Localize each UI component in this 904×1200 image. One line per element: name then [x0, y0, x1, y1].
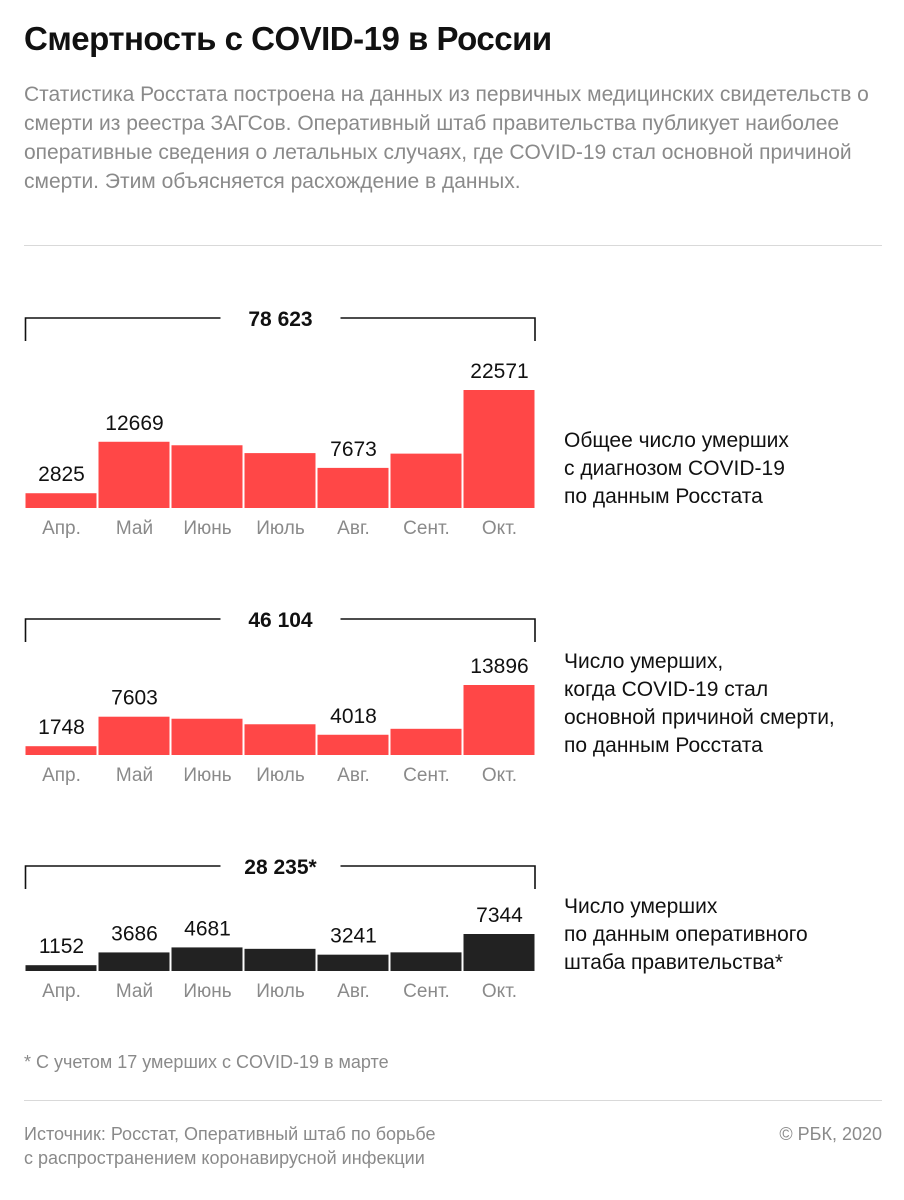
total-bracket	[24, 317, 536, 341]
x-tick-label: Авг.	[337, 765, 370, 786]
total-bracket	[24, 865, 536, 889]
bar-3	[171, 947, 243, 971]
bar-value-label: 3241	[330, 925, 377, 948]
x-tick-label: Июль	[256, 518, 305, 539]
bar-5	[317, 467, 389, 508]
bar-4	[244, 948, 316, 971]
chart-operational-hq-svg: 28 235* 1152 Апр. 3686 Май 4681 Июнь Июль 3241 Ав…	[24, 856, 536, 1002]
chart-rosstat-main-cause-svg: 46 104 1748 Апр. 7603 Май Июнь Июль 4018 Авг. Сен…	[24, 609, 536, 786]
bar-value-label: 2825	[38, 463, 85, 486]
bar-value-label: 4018	[330, 705, 377, 728]
x-tick-label: Сент.	[403, 518, 450, 539]
x-tick-label: Май	[116, 518, 153, 539]
bar-5	[317, 954, 389, 971]
bar-3	[171, 445, 243, 508]
bar-1	[25, 493, 97, 508]
x-tick-label: Авг.	[337, 518, 370, 539]
bar-7	[463, 685, 535, 755]
bar-value-label: 12669	[105, 412, 163, 435]
x-tick-label: Июль	[256, 765, 305, 786]
bar-6	[390, 952, 462, 971]
chart-rosstat-total-svg: 78 623 2825 Апр. 12669 Май Июнь Июль 7673 Авг. Се…	[24, 308, 536, 539]
bar-value-label: 4681	[184, 917, 231, 940]
x-tick-label: Июнь	[183, 518, 231, 539]
chart-rosstat-main-cause-description: Число умерших, когда COVID-19 стал основ…	[564, 650, 835, 757]
x-tick-label: Июль	[256, 981, 305, 1002]
bar-value-label: 7603	[111, 687, 158, 710]
footnote: * С учетом 17 умерших с COVID-19 в марте	[24, 1052, 389, 1072]
x-tick-label: Сент.	[403, 981, 450, 1002]
bar-2	[98, 952, 170, 971]
total-bracket	[24, 618, 536, 642]
x-tick-label: Апр.	[42, 981, 81, 1002]
bar-1	[25, 965, 97, 971]
bar-value-label: 3686	[111, 922, 158, 945]
x-tick-label: Апр.	[42, 765, 81, 786]
bottom-divider	[24, 1100, 882, 1101]
bar-2	[98, 716, 170, 755]
x-tick-label: Май	[116, 765, 153, 786]
bar-value-label: 13896	[470, 655, 528, 678]
source-text: Источник: Росстат, Оперативный штаб по б…	[24, 1124, 436, 1168]
bar-6	[390, 728, 462, 755]
chart-operational-hq-description: Число умерших по данным оперативного шта…	[564, 895, 808, 974]
bar-6	[390, 453, 462, 508]
bar-value-label: 22571	[470, 360, 528, 383]
bar-4	[244, 724, 316, 755]
bar-value-label: 1748	[38, 716, 85, 739]
page-title: Смертность с COVID-19 в России	[24, 20, 552, 57]
bar-3	[171, 718, 243, 755]
bar-7	[463, 934, 535, 971]
bar-7	[463, 390, 535, 508]
x-tick-label: Май	[116, 981, 153, 1002]
bar-value-label: 1152	[39, 935, 84, 958]
total-label: 28 235*	[244, 856, 317, 879]
total-label: 46 104	[248, 609, 313, 632]
bar-value-label: 7673	[330, 438, 377, 461]
total-label: 78 623	[248, 308, 312, 331]
chart-rosstat-total-description: Общее число умерших с диагнозом COVID-19…	[564, 429, 789, 508]
x-tick-label: Окт.	[482, 518, 517, 539]
bar-5	[317, 734, 389, 755]
bar-2	[98, 441, 170, 508]
x-tick-label: Сент.	[403, 765, 450, 786]
bar-value-label: 7344	[476, 904, 523, 927]
top-divider	[24, 245, 882, 246]
x-tick-label: Окт.	[482, 765, 517, 786]
copyright: © РБК, 2020	[779, 1124, 882, 1144]
bar-1	[25, 746, 97, 755]
x-tick-label: Апр.	[42, 518, 81, 539]
bar-4	[244, 453, 316, 508]
x-tick-label: Июнь	[183, 981, 231, 1002]
x-tick-label: Июнь	[183, 765, 231, 786]
x-tick-label: Окт.	[482, 981, 517, 1002]
x-tick-label: Авг.	[337, 981, 370, 1002]
intro-text: Статистика Росстата построена на данных …	[24, 83, 869, 193]
